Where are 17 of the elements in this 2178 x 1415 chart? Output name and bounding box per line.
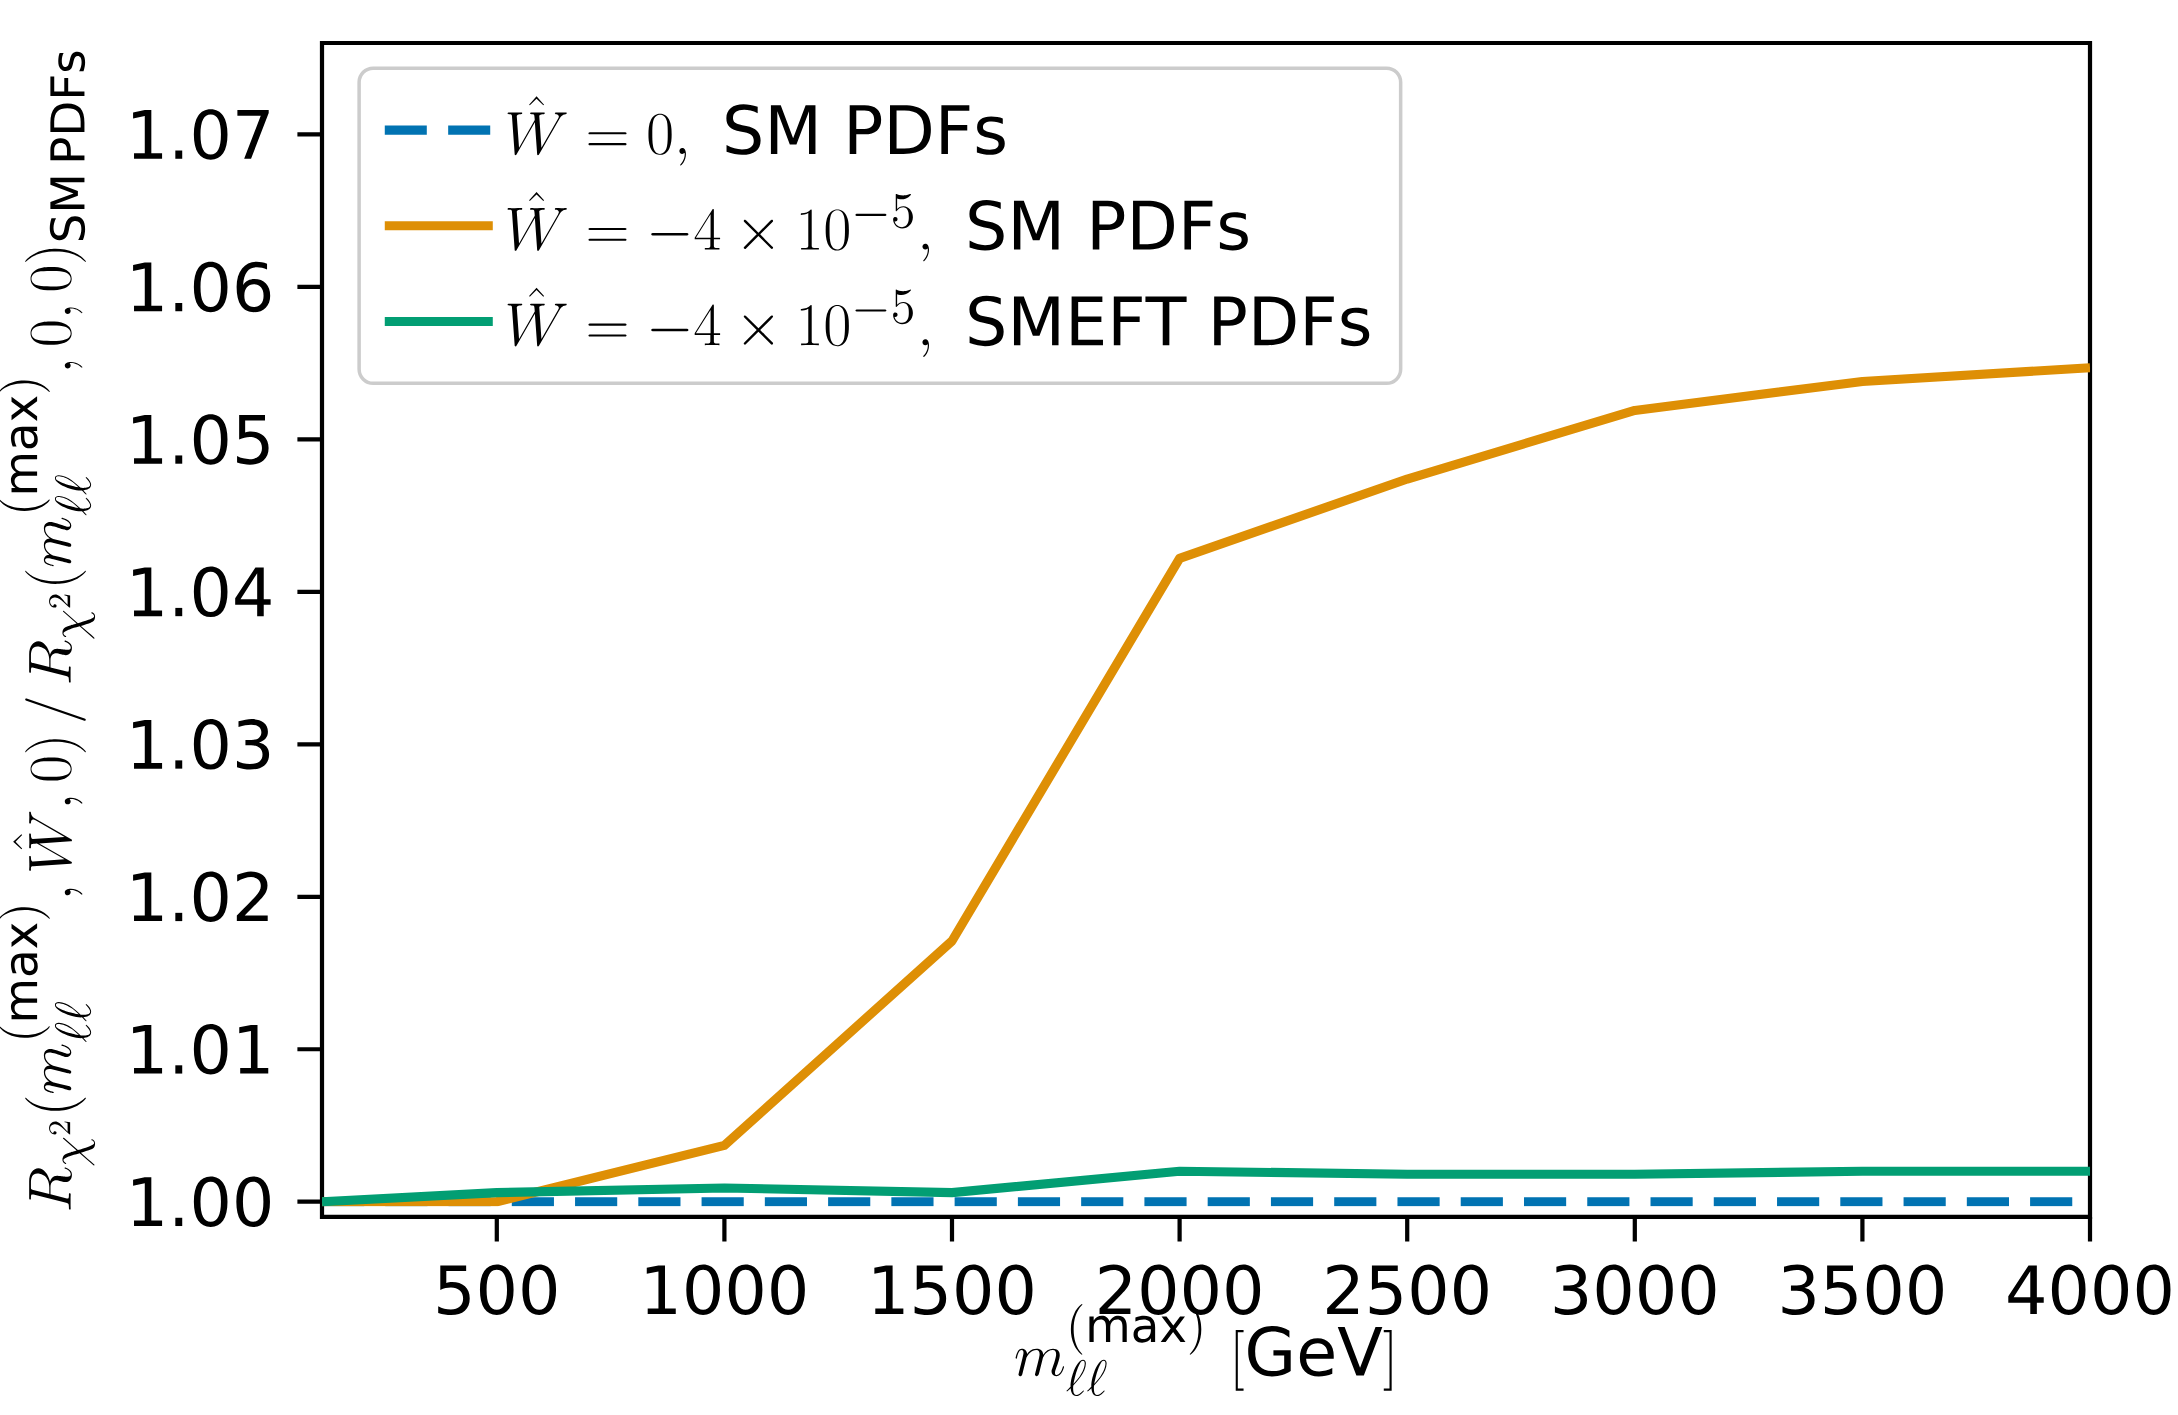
y-tick-label: 1.02: [133, 871, 268, 923]
x-tick-label: 3000: [1554, 1264, 1716, 1316]
y-tick-label: 1.06: [133, 261, 271, 313]
x-tick-label: 500: [438, 1264, 557, 1316]
y-tick-label: 1.05: [133, 414, 269, 465]
x-tick-label: 3500: [1782, 1264, 1943, 1316]
legend-label: $\hat{W}=0,\ \mathrm{SM\ PDFs}$: [507, 96, 1005, 166]
y-tick-label: 1.04: [133, 566, 271, 618]
y-tick-label: 1.07: [133, 109, 269, 160]
y-axis-title: $R_{\chi^2}(m_{\ell\ell}^{(\mathrm{max})},\hat{W},0)\,/\,R_{\chi^2}(m_{\ell\ell}^{(\mathrm{max})},0,0)_{\mathrm{SM\,PDFs}}$: [0, 51, 96, 1210]
y-tick-label: 1.01: [133, 1024, 269, 1075]
legend-label: $\hat{W}=-4\times10^{-5},\ \mathrm{SM\ PDFs}$: [507, 192, 1248, 262]
x-tick-label: 4000: [2008, 1264, 2171, 1316]
y-tick-label: 1.03: [133, 719, 270, 770]
legend-label: $\hat{W}=-4\times10^{-5},\ \mathrm{SMEFT\ PDFs}$: [507, 287, 1370, 357]
y-tick-label: 1.00: [133, 1176, 270, 1227]
x-tick-label: 1000: [646, 1264, 805, 1316]
